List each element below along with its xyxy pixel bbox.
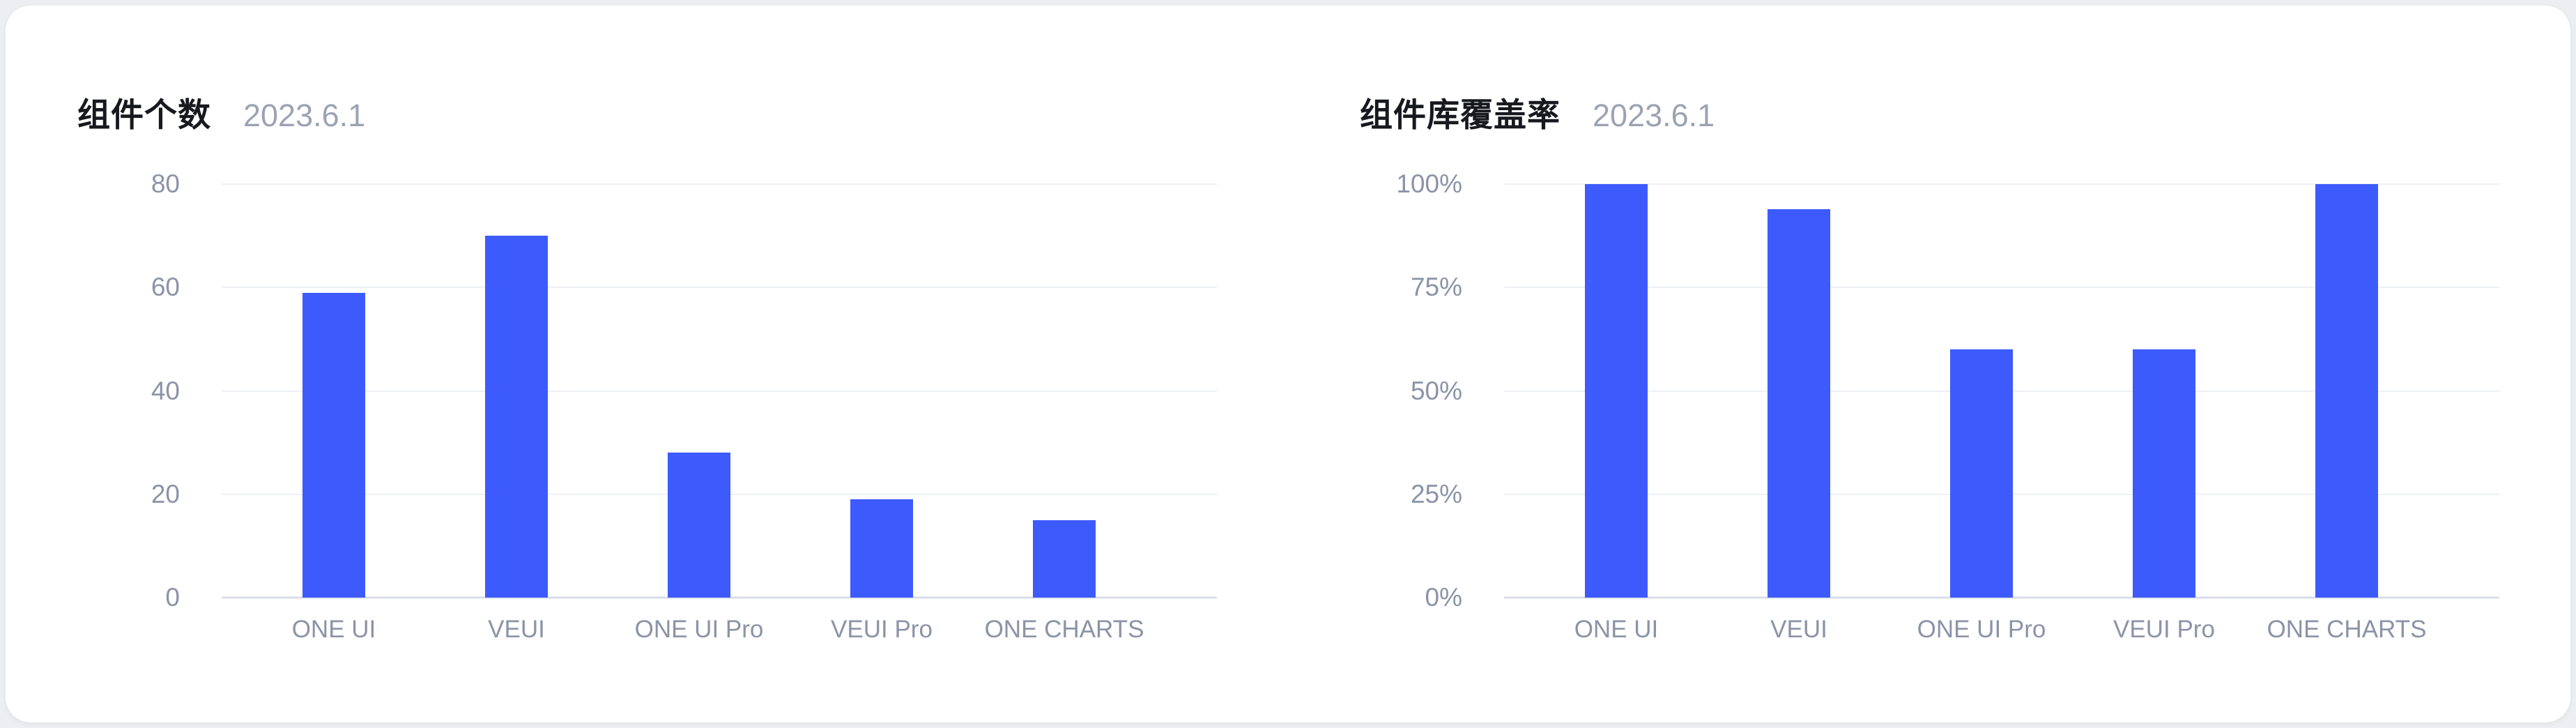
gridline xyxy=(222,183,1217,185)
gridline xyxy=(222,287,1217,289)
x-axis-category-label: VEUI Pro xyxy=(831,616,933,643)
y-axis-tick-label: 80 xyxy=(151,169,180,198)
bar-slot xyxy=(1525,184,1708,598)
bar[interactable] xyxy=(1768,208,1830,598)
bar-series xyxy=(243,184,1156,598)
x-axis-line xyxy=(1504,596,2499,599)
x-axis-category-label: ONE CHARTS xyxy=(984,616,1144,643)
y-axis-tick-label: 60 xyxy=(151,273,180,302)
bar-slot xyxy=(608,184,790,598)
bar-slot xyxy=(2255,184,2438,598)
gridline xyxy=(1504,287,2499,289)
dashboard-card: 组件个数 2023.6.1 0 20 40 60 80 ONE UI VEUI ONE UI… xyxy=(6,6,2570,722)
gridline xyxy=(1504,183,2499,185)
y-axis-tick-label: 50% xyxy=(1410,376,1462,405)
y-axis-tick-label: 100% xyxy=(1396,169,1462,198)
x-axis-category-label: VEUI xyxy=(1770,616,1827,643)
y-axis-tick-label: 20 xyxy=(151,479,180,508)
bar[interactable] xyxy=(2315,184,2378,598)
x-axis-category-label: ONE UI Pro xyxy=(1917,616,2046,643)
gridline xyxy=(222,390,1217,392)
chart-date: 2023.6.1 xyxy=(243,98,366,133)
plot-area: 0 20 40 60 80 ONE UI VEUI ONE UI Pro VEUI Pro ON… xyxy=(151,169,1217,643)
x-axis-category-label: ONE CHARTS xyxy=(2267,616,2427,643)
chart-title: 组件个数 xyxy=(77,96,211,133)
chart-coverage-rate: 组件库覆盖率 2023.6.1 0% 25% 50% 75% 100% ONE UI VE… xyxy=(1288,6,2570,722)
x-axis-labels: ONE UI VEUI ONE UI Pro VEUI Pro ONE CHARTS xyxy=(1525,616,2438,644)
chart-date: 2023.6.1 xyxy=(1593,98,1715,133)
bar[interactable] xyxy=(302,292,365,598)
bar-slot xyxy=(790,184,973,598)
x-axis-category-label: VEUI Pro xyxy=(2113,616,2215,643)
bar[interactable] xyxy=(1950,349,2013,598)
bar-slot xyxy=(1708,184,1890,598)
x-axis-category-label: ONE UI xyxy=(1574,616,1659,643)
chart-component-count: 组件个数 2023.6.1 0 20 40 60 80 ONE UI VEUI ONE UI… xyxy=(6,6,1288,722)
x-axis-line xyxy=(222,596,1217,599)
y-axis-tick-label: 0 xyxy=(165,583,180,612)
bar-slot xyxy=(973,184,1156,598)
chart-header: 组件个数 2023.6.1 xyxy=(77,88,365,136)
bar-slot xyxy=(243,184,425,598)
bar-slot xyxy=(2073,184,2255,598)
bar-slot xyxy=(425,184,608,598)
chart-title: 组件库覆盖率 xyxy=(1360,96,1561,133)
bar-slot xyxy=(1890,184,2073,598)
bar[interactable] xyxy=(2133,349,2195,598)
bar[interactable] xyxy=(1033,520,1096,598)
y-axis-tick-label: 25% xyxy=(1410,479,1462,508)
x-axis-category-label: ONE UI Pro xyxy=(634,616,764,643)
x-axis-category-label: VEUI xyxy=(488,616,545,643)
bar[interactable] xyxy=(485,236,548,598)
x-axis-labels: ONE UI VEUI ONE UI Pro VEUI Pro ONE CHARTS xyxy=(243,616,1156,644)
bar[interactable] xyxy=(850,499,913,598)
bar[interactable] xyxy=(1585,184,1648,598)
y-axis-tick-label: 75% xyxy=(1410,273,1462,302)
plot-area: 0% 25% 50% 75% 100% ONE UI VEUI ONE UI Pro VEUI… xyxy=(1396,169,2499,643)
bar[interactable] xyxy=(668,453,730,598)
x-axis-category-label: ONE UI xyxy=(291,616,376,643)
y-axis-tick-label: 0% xyxy=(1425,583,1462,612)
bar-series xyxy=(1525,184,2438,598)
y-axis-tick-label: 40 xyxy=(151,376,180,405)
chart-header: 组件库覆盖率 2023.6.1 xyxy=(1360,88,1715,136)
